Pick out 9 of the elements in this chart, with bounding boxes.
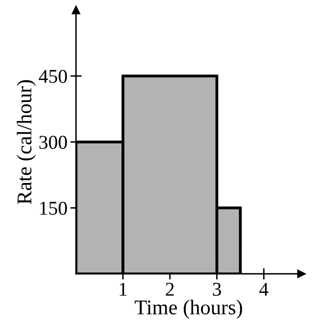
y-tick-label: 450: [38, 70, 67, 83]
y-tick-label: 150: [40, 202, 67, 215]
x-tick-label: 2: [166, 282, 174, 296]
y-axis-title: Rate (cal/hour): [16, 80, 36, 204]
x-tick-label: 1: [120, 282, 127, 296]
x-tick-label: 3: [212, 282, 221, 296]
x-tick-label: 4: [259, 282, 268, 296]
x-axis-title: Time (hours): [134, 300, 242, 319]
y-tick-label: 300: [39, 136, 67, 149]
